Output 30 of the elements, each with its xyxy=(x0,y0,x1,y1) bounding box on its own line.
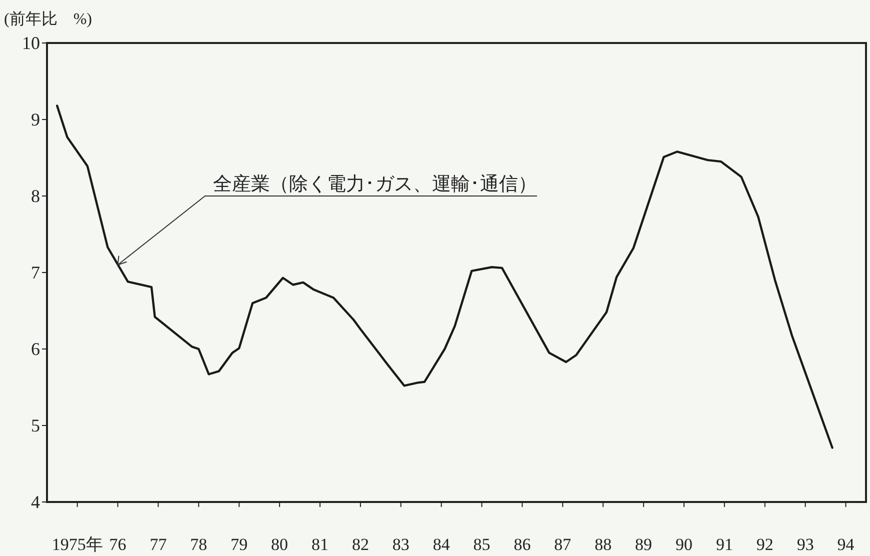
x-tick-label: 90 xyxy=(676,535,692,554)
x-tick-label: 80 xyxy=(271,535,288,554)
x-tick-label: 94 xyxy=(837,535,855,554)
x-tick-label: 82 xyxy=(352,535,369,554)
annotation: 全産業（除く電力･ガス、運輸･通信） xyxy=(213,173,537,195)
x-tick-label: 83 xyxy=(392,535,410,554)
x-tick-label: 1975年 xyxy=(52,535,103,554)
y-tick-label: 4 xyxy=(31,492,40,512)
x-tick-label: 79 xyxy=(230,535,248,554)
y-tick-label: 10 xyxy=(22,33,40,53)
x-tick-label: 93 xyxy=(796,535,814,554)
x-tick-label: 78 xyxy=(190,535,208,554)
x-tick-label: 85 xyxy=(473,535,490,554)
x-tick-label: 84 xyxy=(432,535,450,554)
x-tick-label: 89 xyxy=(635,535,652,554)
x-tick-label: 88 xyxy=(594,535,612,554)
y-tick-label: 6 xyxy=(31,339,40,359)
x-tick-label: 91 xyxy=(716,535,733,554)
x-tick-label: 81 xyxy=(312,535,328,554)
y-tick-label: 7 xyxy=(31,262,40,282)
y-tick-label: 9 xyxy=(31,110,40,130)
x-tick-label: 77 xyxy=(150,535,168,554)
x-tick-label: 86 xyxy=(514,535,531,554)
y-tick-label: 5 xyxy=(31,416,40,436)
y-tick-label: 8 xyxy=(31,186,40,206)
x-tick-label: 76 xyxy=(109,535,126,554)
line-series xyxy=(56,104,834,449)
y-axis-title: (前年比 %) xyxy=(4,10,92,28)
x-tick-label: 92 xyxy=(756,535,774,554)
x-tick-label: 87 xyxy=(554,535,572,554)
